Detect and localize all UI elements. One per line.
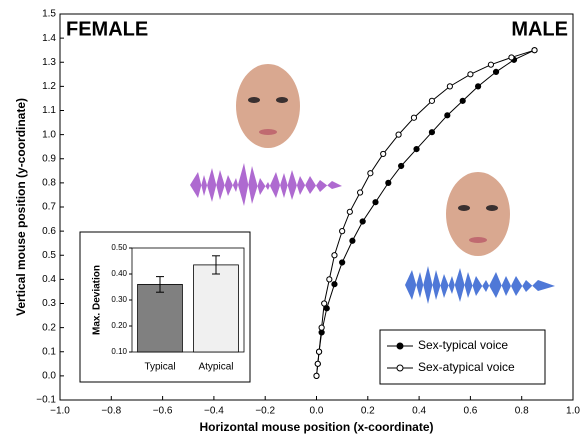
x-tick-label: −0.4	[204, 406, 224, 417]
point	[474, 83, 482, 90]
y-tick-label: 0.0	[42, 371, 56, 382]
point	[318, 324, 325, 331]
y-tick-label: 0.3	[42, 298, 56, 309]
bar	[137, 283, 183, 353]
y-tick-label: −0.1	[36, 395, 56, 406]
point	[339, 259, 346, 266]
y-tick-label: 0.30	[111, 295, 127, 304]
y-tick-label: 1.4	[42, 33, 56, 44]
waveform-purple	[190, 163, 342, 206]
series-line	[316, 49, 535, 376]
point	[395, 131, 402, 138]
legend-box	[379, 329, 546, 385]
x-axis-label: Horizontal mouse position (x-coordinate)	[199, 420, 433, 434]
x-tick-label: 0.0	[310, 406, 324, 417]
point	[467, 71, 474, 78]
point	[492, 68, 500, 76]
point	[428, 97, 436, 104]
y-tick-label: 1.1	[42, 105, 56, 116]
x-tick-label: 0.6	[463, 406, 477, 417]
point	[331, 252, 338, 259]
point	[446, 83, 453, 90]
point	[398, 162, 405, 170]
x-tick-label: −1.0	[50, 406, 70, 417]
x-tick-label: 0.4	[412, 406, 426, 417]
point	[339, 228, 346, 235]
point	[413, 146, 420, 153]
y-tick-label: 0.9	[42, 153, 56, 164]
point	[508, 54, 515, 61]
y-tick-label: 0.20	[111, 321, 127, 330]
y-tick-label: 0.40	[111, 269, 127, 278]
point	[380, 150, 387, 158]
y-axis-label: Max. Deviation	[92, 265, 103, 335]
y-tick-label: 0.1	[42, 346, 56, 357]
point	[357, 189, 364, 196]
x-tick-label: −0.6	[153, 406, 173, 417]
point	[459, 97, 466, 104]
y-tick-label: 0.7	[42, 202, 56, 213]
legend-label: Sex-atypical voice	[418, 360, 515, 374]
y-tick-label: 1.2	[42, 81, 56, 92]
y-tick-label: 0.50	[111, 243, 127, 252]
y-tick-label: 1.3	[42, 57, 56, 68]
point	[444, 112, 451, 119]
y-tick-label: 0.6	[42, 226, 56, 237]
x-tick-label: 1.0	[566, 406, 580, 417]
annotation: MALE	[511, 18, 568, 40]
point	[321, 300, 328, 307]
x-tick-label: Typical	[144, 362, 175, 373]
y-tick-label: 0.8	[42, 178, 56, 189]
point	[314, 360, 321, 367]
legend-label: Sex-typical voice	[418, 338, 508, 352]
point	[428, 129, 436, 136]
point	[385, 179, 392, 186]
point	[359, 218, 366, 225]
point	[372, 199, 379, 206]
y-tick-label: 1.5	[42, 9, 56, 20]
x-tick-label: −0.8	[101, 406, 121, 417]
point	[410, 114, 418, 121]
x-tick-label: 0.2	[361, 406, 375, 417]
y-tick-label: 0.5	[42, 250, 56, 261]
y-tick-label: 0.4	[42, 274, 56, 285]
point	[349, 237, 356, 244]
y-tick-label: 0.10	[111, 347, 127, 356]
legend-marker	[396, 342, 404, 350]
point	[313, 372, 320, 379]
face-male	[446, 172, 510, 256]
x-tick-label: Atypical	[198, 362, 233, 373]
legend-marker	[396, 364, 404, 372]
point	[367, 170, 374, 177]
waveform-blue	[405, 266, 555, 304]
bar	[193, 264, 239, 353]
point	[346, 208, 353, 215]
point	[331, 281, 338, 288]
y-tick-label: 0.2	[42, 322, 56, 333]
y-axis-label: Vertical mouse position (y-coordinate)	[14, 98, 28, 316]
annotation: FEMALE	[66, 18, 148, 40]
face-female	[236, 64, 300, 148]
point	[326, 276, 333, 283]
y-tick-label: 1.0	[42, 129, 56, 140]
x-tick-label: 0.8	[515, 406, 529, 417]
point	[487, 61, 495, 68]
point	[531, 47, 538, 54]
x-tick-label: −0.2	[255, 406, 275, 417]
point	[315, 348, 323, 355]
